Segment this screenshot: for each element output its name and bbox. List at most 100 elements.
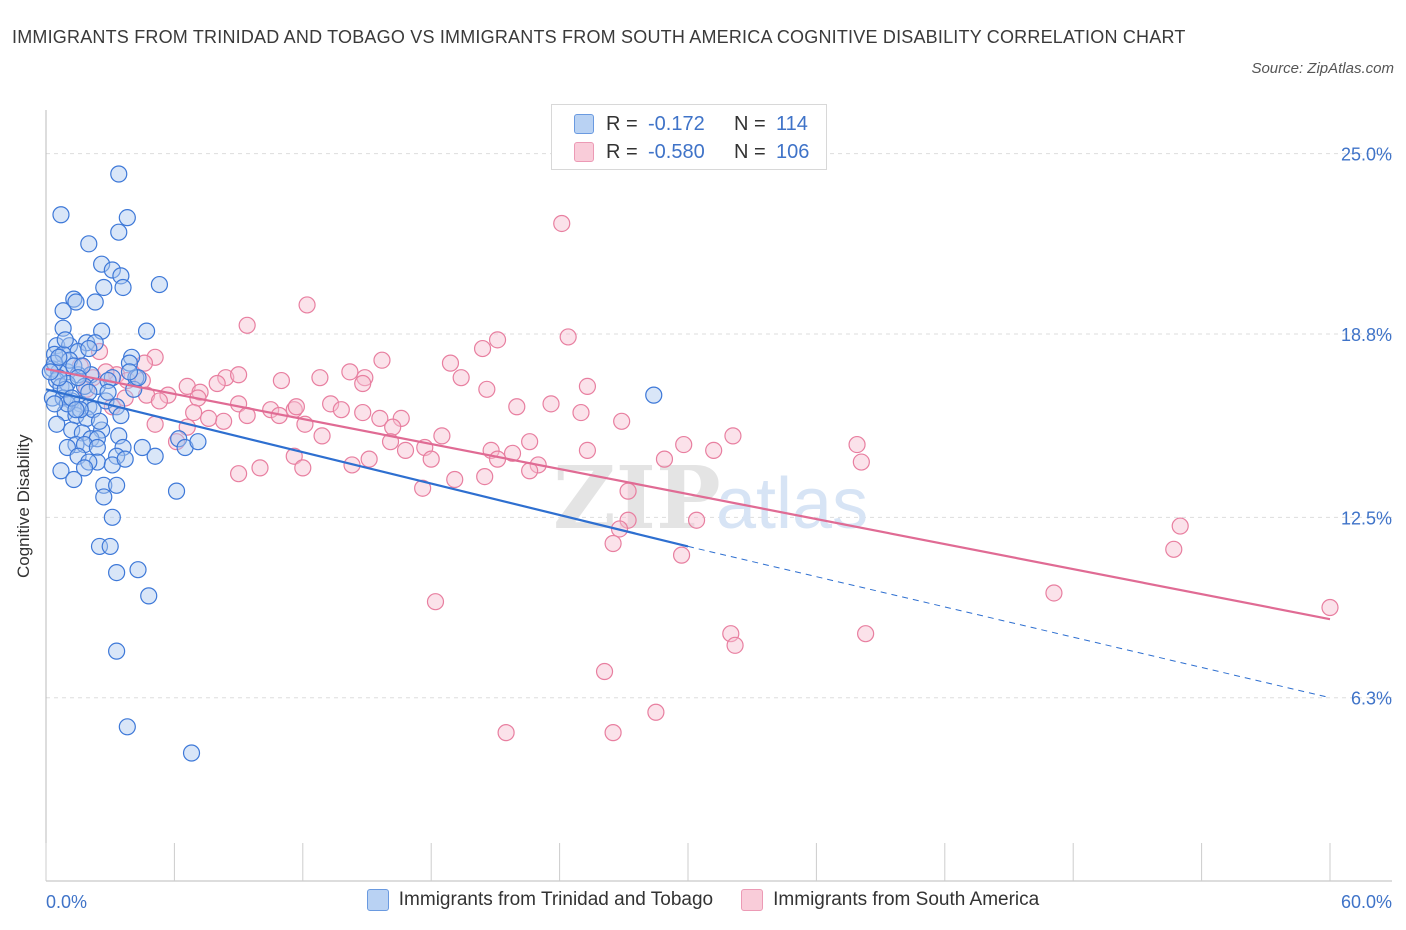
watermark-zip: ZIP bbox=[553, 448, 721, 549]
legend-n-label: N = bbox=[734, 140, 766, 163]
point-trinidad bbox=[54, 302, 72, 320]
y-tick-label: 18.8% bbox=[1341, 325, 1392, 345]
point-south-america bbox=[208, 374, 226, 393]
point-trinidad bbox=[103, 261, 121, 279]
point-south-america bbox=[285, 447, 303, 465]
point-trinidad bbox=[182, 744, 201, 762]
point-south-america bbox=[360, 450, 378, 468]
legend-swatch-pink bbox=[574, 142, 594, 162]
point-trinidad bbox=[48, 415, 66, 433]
point-south-america bbox=[1321, 598, 1339, 617]
legend-row-blue: R = -0.172 N = 114 bbox=[574, 111, 808, 137]
point-south-america bbox=[497, 724, 515, 742]
legend: R = -0.172 N = 114 R = -0.580 N = 106 bbox=[551, 104, 827, 170]
point-south-america bbox=[146, 348, 164, 366]
point-trinidad bbox=[65, 470, 83, 489]
y-tick-label: 25.0% bbox=[1341, 145, 1392, 165]
point-south-america bbox=[724, 427, 742, 445]
point-south-america bbox=[414, 479, 432, 497]
series-legend-item-south-america: Immigrants from South America bbox=[741, 889, 1039, 911]
point-south-america bbox=[298, 296, 316, 314]
point-south-america bbox=[446, 470, 464, 489]
point-south-america bbox=[848, 435, 866, 454]
point-south-america bbox=[473, 339, 492, 358]
point-south-america bbox=[230, 366, 248, 384]
point-south-america bbox=[441, 354, 460, 372]
point-south-america bbox=[354, 403, 372, 422]
point-south-america bbox=[384, 418, 402, 436]
point-trinidad bbox=[108, 476, 126, 494]
point-south-america bbox=[604, 534, 622, 553]
point-trinidad bbox=[56, 331, 74, 349]
point-trinidad bbox=[45, 395, 64, 413]
series-legend-item-trinidad: Immigrants from Trinidad and Tobago bbox=[366, 889, 713, 911]
point-trinidad bbox=[80, 339, 98, 358]
point-south-america bbox=[322, 395, 340, 413]
point-trinidad bbox=[67, 293, 85, 311]
point-south-america bbox=[287, 398, 305, 416]
point-trinidad bbox=[170, 430, 188, 448]
legend-row-pink: R = -0.580 N = 106 bbox=[574, 139, 809, 165]
point-trinidad bbox=[118, 718, 136, 736]
point-south-america bbox=[604, 724, 622, 742]
grid-layer bbox=[46, 153, 1392, 699]
point-south-america bbox=[311, 369, 329, 387]
series-legend-label: Immigrants from South America bbox=[773, 889, 1040, 910]
trend-line-trinidad-extension bbox=[687, 545, 1331, 699]
chart-title: IMMIGRANTS FROM TRINIDAD AND TOBAGO VS I… bbox=[12, 27, 1186, 47]
point-trinidad bbox=[88, 438, 106, 457]
point-trinidad bbox=[50, 348, 68, 366]
point-trinidad bbox=[150, 275, 169, 294]
legend-swatch-blue bbox=[574, 114, 594, 134]
series-swatch-pink bbox=[741, 889, 764, 911]
legend-n-value: 106 bbox=[776, 140, 810, 163]
point-south-america bbox=[1171, 517, 1189, 535]
point-south-america bbox=[230, 465, 248, 483]
point-south-america bbox=[215, 412, 233, 430]
point-south-america bbox=[578, 441, 597, 460]
point-trinidad bbox=[95, 278, 113, 297]
point-south-america bbox=[572, 403, 590, 422]
point-south-america bbox=[503, 444, 522, 462]
point-south-america bbox=[542, 395, 560, 413]
point-trinidad bbox=[146, 447, 164, 465]
point-trinidad bbox=[52, 206, 70, 224]
point-south-america bbox=[341, 363, 359, 381]
point-south-america bbox=[433, 427, 451, 445]
point-south-america bbox=[294, 459, 312, 477]
point-south-america bbox=[578, 377, 597, 395]
point-south-america bbox=[452, 369, 470, 387]
point-south-america bbox=[559, 328, 577, 346]
point-south-america bbox=[726, 636, 744, 654]
point-south-america bbox=[619, 482, 637, 500]
point-trinidad bbox=[50, 369, 68, 387]
point-trinidad bbox=[110, 165, 128, 183]
point-trinidad bbox=[118, 209, 136, 227]
legend-n-label: N = bbox=[734, 112, 766, 135]
point-trinidad bbox=[120, 363, 139, 381]
point-trinidad bbox=[99, 383, 117, 401]
point-south-america bbox=[217, 369, 235, 387]
legend-r-label: R = bbox=[606, 112, 638, 135]
y-tick-label: 12.5% bbox=[1341, 508, 1392, 528]
point-south-america bbox=[1045, 584, 1063, 602]
point-south-america bbox=[332, 401, 350, 419]
point-south-america bbox=[238, 316, 256, 334]
point-south-america bbox=[672, 546, 691, 564]
point-south-america bbox=[595, 662, 614, 681]
point-trinidad bbox=[108, 642, 126, 660]
point-trinidad bbox=[86, 293, 104, 311]
point-trinidad bbox=[120, 354, 139, 372]
point-south-america bbox=[1165, 540, 1183, 558]
point-south-america bbox=[655, 450, 674, 468]
point-south-america bbox=[167, 433, 186, 451]
legend-r-value: -0.580 bbox=[648, 140, 705, 163]
legend-n-value: 114 bbox=[776, 112, 808, 135]
point-south-america bbox=[146, 415, 164, 433]
point-trinidad bbox=[52, 462, 70, 480]
trend-lines bbox=[45, 367, 1331, 699]
point-trinidad bbox=[75, 459, 94, 477]
point-south-america bbox=[150, 392, 169, 410]
point-south-america bbox=[396, 441, 415, 460]
